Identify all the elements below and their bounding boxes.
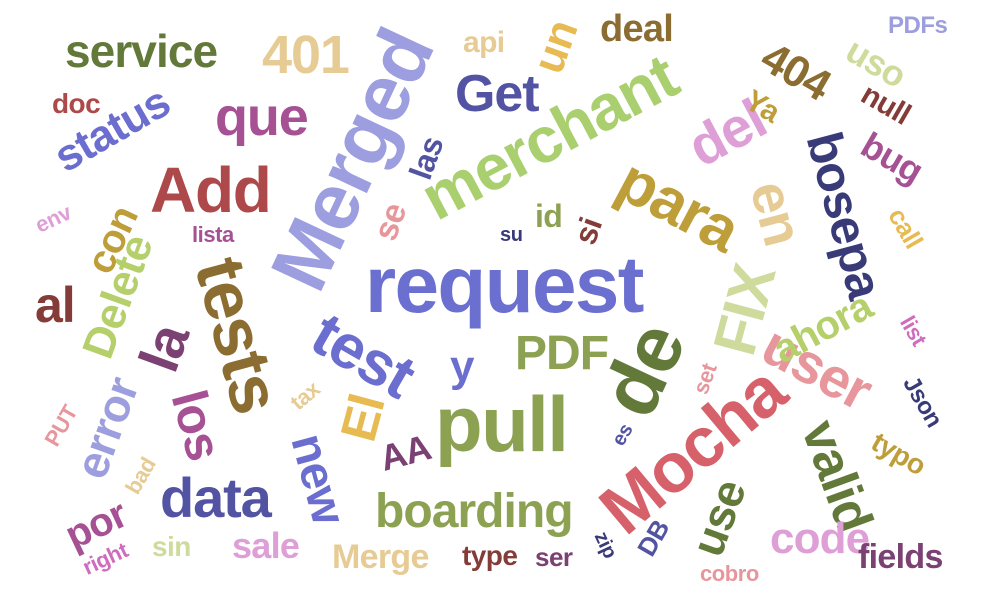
word-env: env [31, 199, 75, 238]
word-al: al [35, 277, 76, 333]
word-typo: typo [866, 425, 932, 482]
word-ser: ser [535, 542, 573, 572]
word-sale: sale [232, 525, 300, 566]
word-id: id [535, 198, 563, 234]
word-null: null [855, 77, 917, 132]
word-es: es [607, 420, 638, 450]
word-service: service [65, 25, 218, 77]
word-deal: deal [600, 8, 674, 50]
word-type: type [462, 540, 518, 571]
word-tax: tax [285, 376, 325, 415]
word-doc: doc [52, 88, 101, 119]
word-api: api [463, 26, 505, 59]
word-get: Get [455, 65, 540, 123]
word-sin: sin [152, 531, 191, 562]
word-list: list [895, 311, 932, 351]
word-se: se [366, 198, 415, 246]
word-lista: lista [192, 222, 234, 247]
word-bug: bug [854, 123, 931, 192]
word-en: en [738, 174, 816, 252]
word-call: call [882, 202, 929, 254]
word-merge: Merge [332, 538, 429, 576]
word-json: Json [897, 371, 948, 432]
word-zip: zip [589, 528, 621, 562]
word-bad: bad [120, 453, 161, 499]
word-add: Add [150, 154, 272, 226]
word-la: la [126, 316, 201, 380]
word-pull: pull [435, 380, 569, 468]
word-code: code [770, 514, 870, 563]
word-su: su [500, 224, 523, 246]
word-que: que [215, 87, 309, 147]
word-request: request [365, 240, 644, 329]
word-new: new [280, 428, 356, 530]
word-cobro: cobro [700, 561, 759, 586]
word-data: data [160, 466, 272, 529]
word-boarding: boarding [375, 485, 574, 538]
word-fields: fields [858, 538, 943, 576]
word-y: y [450, 342, 474, 391]
word-pdf: PDF [515, 327, 609, 380]
word-aa: AA [375, 426, 435, 479]
word-401: 401 [262, 25, 350, 85]
word-pdfs: PDFs [888, 12, 948, 39]
